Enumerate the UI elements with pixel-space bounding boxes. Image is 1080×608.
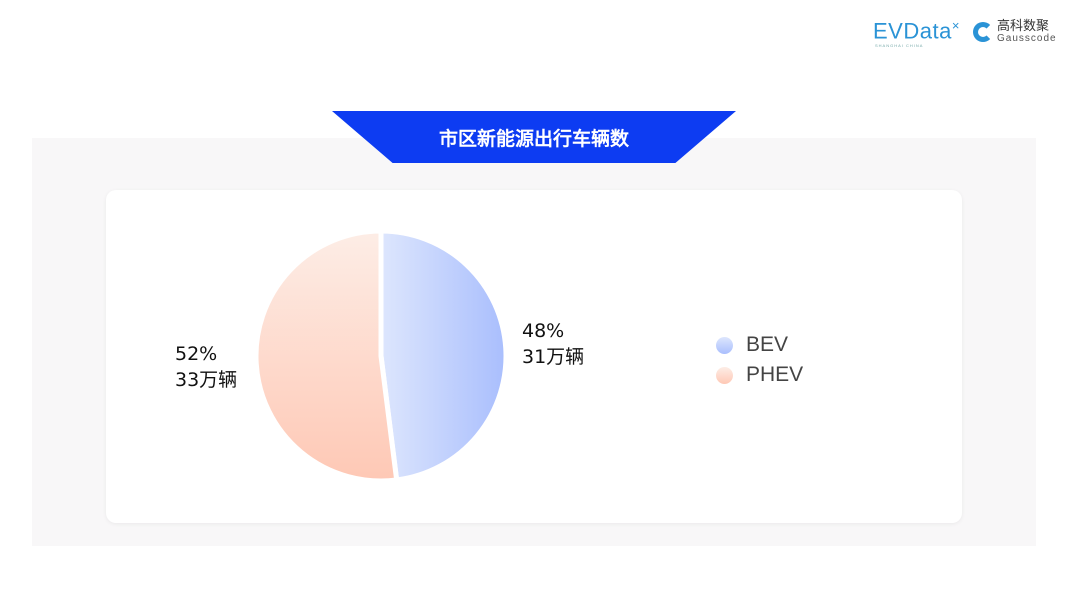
legend-label-phev: PHEV xyxy=(746,363,804,386)
pie-slice-phev[interactable] xyxy=(253,228,400,484)
legend-label-bev: BEV xyxy=(746,333,789,356)
chart-card xyxy=(106,190,962,523)
gausscode-mark-icon xyxy=(973,22,993,42)
pie-slice-bev[interactable] xyxy=(378,228,509,483)
legend-item-phev[interactable]: PHEV xyxy=(716,360,803,390)
label-phev-value: 33万辆 xyxy=(175,369,238,391)
legend-swatch-phev xyxy=(716,366,733,384)
gausscode-logo: 高科数聚 Gausscode xyxy=(973,20,1057,44)
legend-swatch-bev xyxy=(716,336,733,354)
evdata-logo-sub: SHANGHAI CHINA xyxy=(875,43,924,48)
legend-item-bev[interactable]: BEV xyxy=(716,330,803,360)
gausscode-en: Gausscode xyxy=(997,33,1057,44)
chart-title: 市区新能源出行车辆数 xyxy=(332,111,736,163)
label-bev: 48% 31万辆 xyxy=(522,318,584,370)
evdata-logo-text: EVData xyxy=(873,18,952,44)
label-bev-value: 31万辆 xyxy=(522,346,585,368)
evdata-logo: EVData× SHANGHAI CHINA xyxy=(873,18,960,48)
gausscode-cn: 高科数聚 xyxy=(997,19,1050,34)
label-phev-percent: 52% xyxy=(175,343,218,365)
label-bev-percent: 48% xyxy=(522,320,565,342)
legend: BEV PHEV xyxy=(716,330,803,390)
label-phev: 52% 33万辆 xyxy=(175,341,237,393)
